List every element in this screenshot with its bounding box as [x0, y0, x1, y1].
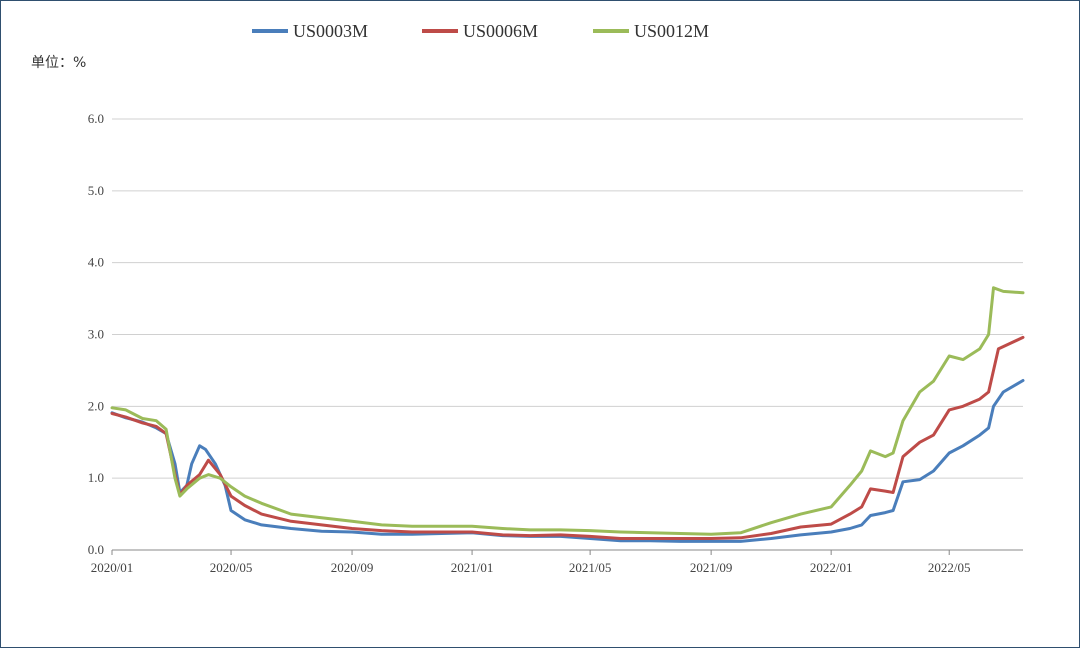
y-tick-label: 6.0 [88, 111, 104, 126]
y-tick-label: 3.0 [88, 327, 104, 342]
series-lines [110, 286, 1025, 543]
y-tick-label: 0.0 [88, 542, 104, 557]
x-axis: 2020/01 2020/05 2020/09 2021/01 2021/05 2021/… [91, 549, 1023, 575]
x-tick-label: 2020/09 [331, 560, 374, 575]
legend-label: US0003M [293, 21, 368, 41]
series-line-us0003m [110, 379, 1025, 543]
y-tick-label: 4.0 [88, 255, 104, 270]
legend-label: US0012M [634, 21, 709, 41]
gridlines [112, 118, 1023, 479]
x-tick-label: 2022/01 [810, 560, 853, 575]
x-tick-label: 2021/01 [451, 560, 494, 575]
unit-label: 单位：% [31, 55, 86, 71]
x-tick-label: 2022/05 [928, 560, 971, 575]
legend: US0003M US0006M US0012M [252, 21, 709, 41]
legend-label: US0006M [463, 21, 538, 41]
series-line-us0012m [110, 286, 1025, 536]
y-tick-label: 5.0 [88, 183, 104, 198]
y-axis: 0.0 1.0 2.0 3.0 4.0 5.0 6.0 [88, 111, 104, 557]
x-tick-label: 2021/05 [569, 560, 612, 575]
y-tick-label: 1.0 [88, 470, 104, 485]
x-tick-label: 2021/09 [690, 560, 733, 575]
series-line-us0006m [110, 335, 1025, 540]
x-tick-label: 2020/01 [91, 560, 134, 575]
y-tick-label: 2.0 [88, 398, 104, 413]
x-tick-label: 2020/05 [210, 560, 253, 575]
